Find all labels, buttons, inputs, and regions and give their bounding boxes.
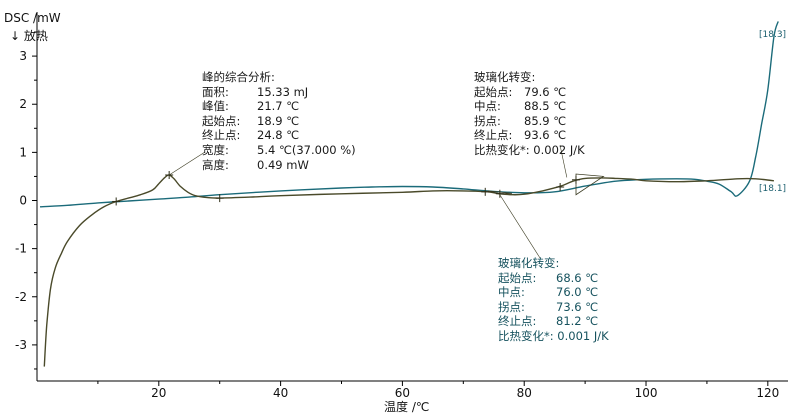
curves xyxy=(39,21,779,367)
y-tick-label: 0 xyxy=(19,194,27,208)
glass2-value: 68.6 ℃ xyxy=(556,270,599,285)
peak-annotation: 峰的综合分析: 面积: 15.33 mJ 峰值: 21.7 ℃ 起始点: 18.9 ℃… xyxy=(202,70,372,172)
y-tick-label: -3 xyxy=(15,338,27,352)
series-line-18-1 xyxy=(43,174,774,367)
glass1-value: 88.5 ℃ xyxy=(524,99,567,114)
peak-row: 起始点: 18.9 ℃ xyxy=(202,114,372,129)
glass1-row: 起始点: 79.6 ℃ xyxy=(474,85,614,100)
glass1-key: 拐点: xyxy=(474,113,501,128)
glass1-row: 终止点: 93.6 ℃ xyxy=(474,128,614,143)
annotation-leader-line xyxy=(168,151,206,176)
x-tick-label: 80 xyxy=(517,386,532,400)
markers xyxy=(112,144,605,259)
peak-key: 起始点: xyxy=(202,113,241,128)
glass1-row: 拐点: 85.9 ℃ xyxy=(474,114,614,129)
glass1-specific-heat: 比热变化*: 0.002 J/K xyxy=(474,142,585,157)
glass2-row: 终止点: 81.2 ℃ xyxy=(498,314,636,329)
glass2-value: 76.0 ℃ xyxy=(556,285,599,300)
glass2-key: 起始点: xyxy=(498,270,537,285)
glass-transition-annotation-2: 玻璃化转变: 起始点: 68.6 ℃ 中点: 76.0 ℃ 拐点: 73.6 ℃ 终止… xyxy=(498,256,636,344)
glass1-key: 中点: xyxy=(474,99,501,114)
peak-key: 终止点: xyxy=(202,128,241,143)
glass2-key: 中点: xyxy=(498,285,525,300)
peak-row: 峰值: 21.7 ℃ xyxy=(202,99,372,114)
glass1-value: 85.9 ℃ xyxy=(524,113,567,128)
glass2-specific-heat: 比热变化*: 0.001 J/K xyxy=(498,328,609,343)
y-tick-label: 1 xyxy=(19,145,27,159)
axes: -3 -2 -1 0 1 2 3 20 40 60 80 100 120 xyxy=(15,12,788,400)
y-axis-subtitle: ↓ 放热 xyxy=(10,29,48,43)
peak-row: 宽度: 5.4 ℃(37.000 %) xyxy=(202,143,372,158)
y-tick-label: -2 xyxy=(15,290,27,304)
peak-value: 0.49 mW xyxy=(257,157,309,172)
peak-row: 高度: 0.49 mW xyxy=(202,158,372,173)
peak-key: 高度: xyxy=(202,157,229,172)
series-line-18-3 xyxy=(39,21,779,208)
glass1-row: 中点: 88.5 ℃ xyxy=(474,99,614,114)
glass-transition-annotation-1: 玻璃化转变: 起始点: 79.6 ℃ 中点: 88.5 ℃ 拐点: 85.9 ℃ 终止… xyxy=(474,70,614,158)
peak-row: 面积: 15.33 mJ xyxy=(202,85,372,100)
glass2-key: 拐点: xyxy=(498,299,525,314)
x-tick-label: 100 xyxy=(635,386,658,400)
glass2-row: 起始点: 68.6 ℃ xyxy=(498,271,636,286)
y-tick-label: 2 xyxy=(19,97,27,111)
x-tick-label: 40 xyxy=(273,386,288,400)
x-tick-label: 120 xyxy=(756,386,779,400)
peak-value: 15.33 mJ xyxy=(257,84,309,99)
glass1-key: 起始点: xyxy=(474,84,513,99)
glass1-value: 93.6 ℃ xyxy=(524,128,567,143)
glass2-value: 81.2 ℃ xyxy=(556,314,599,329)
peak-value: 24.8 ℃ xyxy=(257,128,300,143)
glass1-title: 玻璃化转变: xyxy=(474,70,536,84)
annotation-leader-line xyxy=(499,194,541,259)
y-tick-label: -1 xyxy=(15,242,27,256)
glass2-row: 中点: 76.0 ℃ xyxy=(498,285,636,300)
annotation-leader-line xyxy=(559,144,568,178)
peak-value: 18.9 ℃ xyxy=(257,113,300,128)
peak-key: 面积: xyxy=(202,84,229,99)
x-axis-title: 温度 /℃ xyxy=(384,400,430,414)
series-label-18-1: [18.1] xyxy=(759,184,787,194)
peak-value: 5.4 ℃(37.000 %) xyxy=(257,142,356,157)
glass2-title: 玻璃化转变: xyxy=(498,256,560,270)
x-tick-label: 60 xyxy=(395,386,410,400)
peak-value: 21.7 ℃ xyxy=(257,99,300,114)
glass2-row: 拐点: 73.6 ℃ xyxy=(498,300,636,315)
peak-key: 峰值: xyxy=(202,99,229,114)
peak-annotation-title: 峰的综合分析: xyxy=(202,70,275,84)
glass-transition-triangle xyxy=(575,173,605,196)
glass2-key: 终止点: xyxy=(498,314,537,329)
series-label-18-3: [18.3] xyxy=(759,30,787,40)
x-tick-label: 20 xyxy=(151,386,166,400)
glass1-key: 终止点: xyxy=(474,128,513,143)
y-tick-label: 3 xyxy=(19,49,27,63)
y-axis-title: DSC /mW xyxy=(4,11,61,25)
peak-key: 宽度: xyxy=(202,142,229,157)
glass2-value: 73.6 ℃ xyxy=(556,299,599,314)
peak-row: 终止点: 24.8 ℃ xyxy=(202,128,372,143)
glass1-value: 79.6 ℃ xyxy=(524,84,567,99)
